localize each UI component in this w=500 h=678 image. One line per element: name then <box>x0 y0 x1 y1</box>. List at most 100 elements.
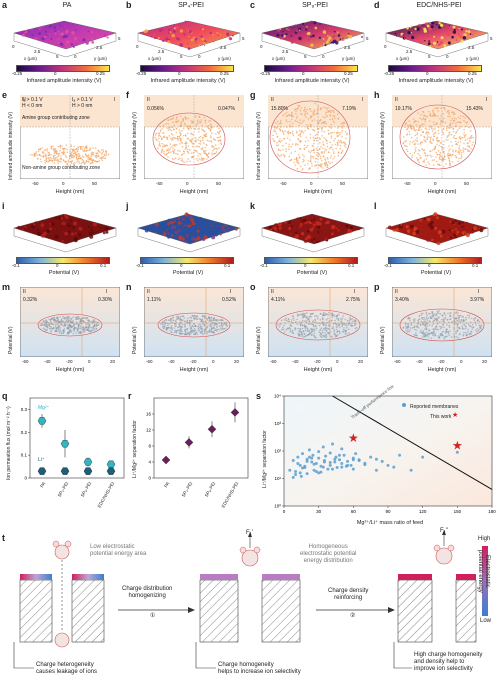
reported-point <box>369 455 373 459</box>
reported-point <box>363 463 367 467</box>
surface-map <box>385 20 489 58</box>
x-axis-label: Height (nm) <box>427 367 457 373</box>
panel-letter: o <box>250 282 256 292</box>
reported-point <box>296 455 300 459</box>
reported-point <box>321 445 325 449</box>
reported-point <box>305 472 309 476</box>
potential-surface <box>137 212 241 253</box>
panel-letter: m <box>2 282 11 292</box>
reported-point <box>312 462 316 466</box>
x-axis-label: x (μm) <box>148 56 161 61</box>
data-point <box>83 458 93 466</box>
x-tick: 0 <box>186 181 189 186</box>
quad-pct-right: 3.97% <box>470 297 485 303</box>
panel-letter: a <box>2 0 8 10</box>
quad-label-ii: II <box>395 289 398 295</box>
reported-point <box>374 457 378 461</box>
y-ticks: 0 4 8 12 16 <box>146 412 154 481</box>
x-tick: 0 <box>310 181 313 186</box>
quad-label-ii: II <box>395 97 398 103</box>
trade-off-line <box>332 395 493 490</box>
caption-1: Charge heterogeneity causes leakage of i… <box>36 662 98 675</box>
x-axis-label: Height (nm) <box>303 367 333 373</box>
y-axis-label: Infrared amplitude intensity (V) <box>380 111 386 180</box>
colorbar-tick: 0 <box>178 71 181 76</box>
colorbar-tick: -0.25 <box>260 71 271 76</box>
reported-point <box>322 460 326 464</box>
reported-point <box>324 454 328 458</box>
y-tick-label: 12 <box>146 428 152 433</box>
reported-point <box>335 466 339 470</box>
y-axis-label: Potential (V) <box>380 326 386 354</box>
quad-label-i: I <box>114 97 116 103</box>
x-tick: 2.5 <box>34 49 41 54</box>
step1-label: Charge distribution homogenizing <box>122 586 173 599</box>
x-axis-label: Height (nm) <box>303 189 333 195</box>
x-axis-label: Height (nm) <box>179 189 209 195</box>
reported-point <box>314 462 318 466</box>
reported-point <box>331 442 335 446</box>
reported-point <box>314 469 318 473</box>
x-tick: -50 <box>156 181 163 186</box>
y-ticks: 10⁰ 10¹ 10² 10³ 10⁴ <box>274 394 284 509</box>
reported-point <box>337 458 341 462</box>
legend-this-work-marker: ★ <box>452 412 459 419</box>
quad-pct-left: 15.80% <box>271 106 288 112</box>
panel-r-chart: 0 4 8 12 16 <box>146 397 249 481</box>
panel-letter: i <box>2 201 5 211</box>
data-point <box>106 460 116 468</box>
reported-point <box>305 457 309 461</box>
reported-point <box>342 453 346 457</box>
reported-point <box>409 468 413 472</box>
scatter-plot <box>392 95 492 179</box>
potential-surface <box>13 213 117 253</box>
data-point <box>37 467 47 475</box>
scatter-plot <box>392 287 492 357</box>
force-label-2: F₁' <box>246 530 253 536</box>
quad-label-ii: II <box>147 289 150 295</box>
reported-point <box>380 459 384 463</box>
reported-point <box>299 474 303 478</box>
colorbar-tick: 0 <box>180 263 183 268</box>
colorbar-tick: 0.25 <box>468 71 477 76</box>
y-tick: 2.5 <box>344 45 351 50</box>
this-work-point: ★ <box>348 431 359 445</box>
e-legend-left: Iₐ > 0.1 V H < 0 nm <box>22 97 43 109</box>
reported-point <box>337 453 341 457</box>
colorbar <box>388 65 482 72</box>
reported-point <box>331 467 335 471</box>
caption-3: High charge homogeneity and density help… <box>414 652 483 672</box>
x-tick: 0 <box>336 359 339 364</box>
reported-point <box>351 467 355 471</box>
reported-point <box>307 448 311 452</box>
reported-point <box>351 458 355 462</box>
quad-label-i: I <box>362 97 364 103</box>
x-tick: 0 <box>12 44 15 49</box>
x-tick: -60 <box>146 359 153 364</box>
y-tick-label: 10² <box>274 449 281 454</box>
x-tick: 0 <box>212 359 215 364</box>
panel-letter: c <box>250 0 256 10</box>
reported-point <box>317 471 321 475</box>
reported-point <box>326 467 330 471</box>
reported-point <box>300 452 304 456</box>
quad-label-i: I <box>486 97 488 103</box>
y-tick-label: 10¹ <box>274 476 281 481</box>
reported-point <box>386 463 390 467</box>
x-axis-label: x (μm) <box>396 56 409 61</box>
legend-reported-marker <box>402 403 406 407</box>
reported-point <box>298 463 302 467</box>
panel-letter: l <box>374 201 377 211</box>
x-ticks: 0 30 60 90 120 150 180 <box>283 506 496 514</box>
colorbar <box>264 65 358 72</box>
legend-reported: Reported membranes <box>410 404 459 410</box>
y-axis-label: Infrared amplitude intensity (V) <box>8 111 14 180</box>
y-tick-label: 0.3 <box>21 407 28 412</box>
y-axis-label: Potential (V) <box>256 326 262 354</box>
y-tick-label: 10³ <box>274 421 281 426</box>
panel-q-chart: 0 0.1 0.2 0.3 <box>21 397 125 481</box>
data-point <box>60 467 70 475</box>
reported-point <box>319 464 323 468</box>
x-tick: 20 <box>482 359 488 364</box>
quad-label-i: I <box>478 289 480 295</box>
